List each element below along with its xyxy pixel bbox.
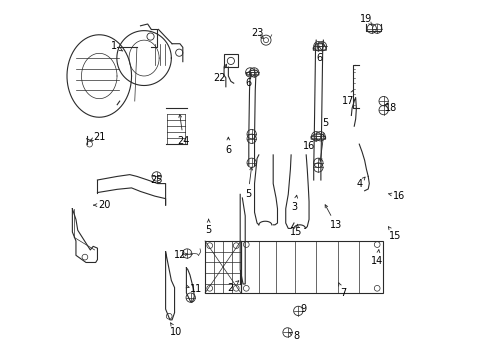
Text: 19: 19 [360, 14, 372, 24]
Bar [241, 241, 382, 293]
Text: 15: 15 [388, 231, 401, 240]
Text: 14: 14 [370, 256, 383, 266]
Text: 7: 7 [339, 288, 346, 298]
Text: 5: 5 [322, 118, 327, 128]
Text: 2: 2 [226, 283, 233, 293]
Text: 15: 15 [290, 227, 302, 237]
Text: 16: 16 [392, 191, 404, 201]
Text: 17: 17 [342, 96, 354, 106]
Text: 6: 6 [244, 78, 251, 88]
Text: 1: 1 [110, 41, 117, 50]
Text: 21: 21 [93, 132, 105, 142]
Text: 18: 18 [385, 103, 397, 113]
Text: 10: 10 [170, 327, 182, 337]
Text: 16: 16 [302, 141, 315, 151]
Text: 8: 8 [293, 331, 299, 341]
Text: 12: 12 [173, 250, 186, 260]
Text: 20: 20 [98, 200, 111, 210]
Text: 9: 9 [300, 304, 306, 314]
Text: 4: 4 [355, 179, 362, 189]
Text: 25: 25 [150, 175, 163, 185]
Text: 5: 5 [244, 189, 251, 199]
Text: 6: 6 [225, 144, 231, 154]
Text: 6: 6 [316, 53, 322, 63]
Text: 13: 13 [329, 220, 342, 230]
Text: 11: 11 [189, 284, 202, 294]
Text: 3: 3 [291, 202, 297, 212]
Text: 22: 22 [213, 73, 225, 83]
Text: 23: 23 [250, 28, 263, 38]
Bar [224, 54, 237, 67]
Text: 5: 5 [205, 225, 211, 235]
Text: 24: 24 [177, 136, 189, 145]
